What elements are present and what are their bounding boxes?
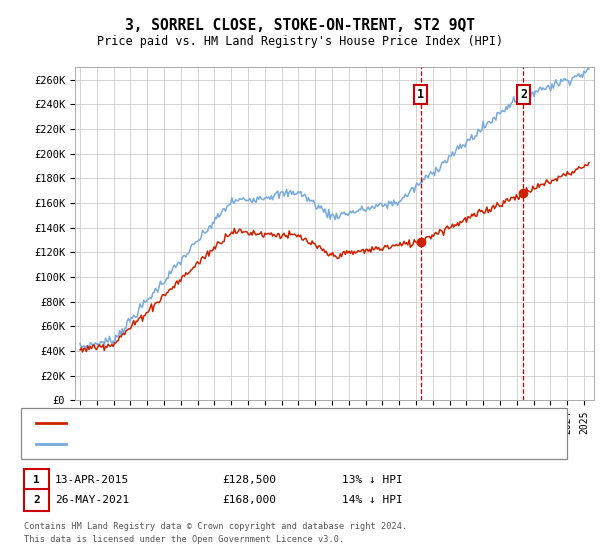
Text: HPI: Average price, detached house, Stoke-on-Trent: HPI: Average price, detached house, Stok… bbox=[72, 438, 385, 449]
Text: Contains HM Land Registry data © Crown copyright and database right 2024.
This d: Contains HM Land Registry data © Crown c… bbox=[24, 522, 407, 544]
Text: 26-MAY-2021: 26-MAY-2021 bbox=[55, 495, 130, 505]
Text: 3, SORREL CLOSE, STOKE-ON-TRENT, ST2 9QT: 3, SORREL CLOSE, STOKE-ON-TRENT, ST2 9QT bbox=[125, 18, 475, 32]
Text: £168,000: £168,000 bbox=[222, 495, 276, 505]
Text: 1: 1 bbox=[33, 475, 40, 485]
Text: £128,500: £128,500 bbox=[222, 475, 276, 485]
Text: Price paid vs. HM Land Registry's House Price Index (HPI): Price paid vs. HM Land Registry's House … bbox=[97, 35, 503, 49]
Text: 13-APR-2015: 13-APR-2015 bbox=[55, 475, 130, 485]
Text: 2: 2 bbox=[33, 495, 40, 505]
Text: 13% ↓ HPI: 13% ↓ HPI bbox=[342, 475, 403, 485]
Text: 3, SORREL CLOSE, STOKE-ON-TRENT, ST2 9QT (detached house): 3, SORREL CLOSE, STOKE-ON-TRENT, ST2 9QT… bbox=[72, 418, 428, 428]
Text: 2: 2 bbox=[520, 88, 527, 101]
Text: 1: 1 bbox=[417, 88, 424, 101]
Text: 14% ↓ HPI: 14% ↓ HPI bbox=[342, 495, 403, 505]
